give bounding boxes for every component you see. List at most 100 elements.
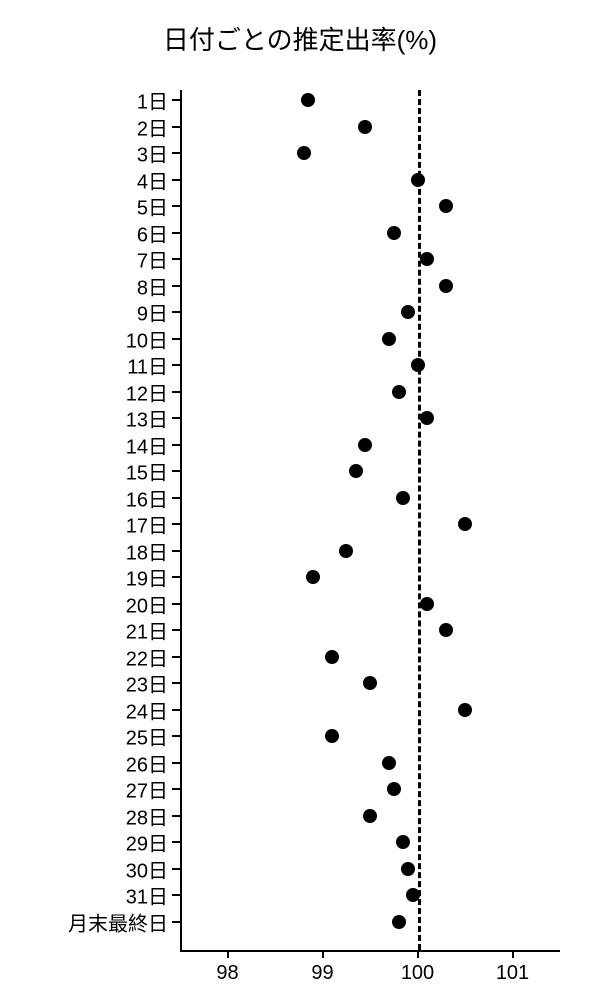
data-point	[325, 650, 339, 664]
data-point	[358, 438, 372, 452]
y-tick-label: 29日	[126, 828, 168, 857]
y-tick-label: 28日	[126, 801, 168, 830]
y-tick-mark	[172, 841, 180, 843]
data-point	[420, 597, 434, 611]
y-tick-label: 6日	[137, 218, 168, 247]
y-tick-label: 23日	[126, 669, 168, 698]
y-tick-label: 12日	[126, 377, 168, 406]
y-tick-mark	[172, 126, 180, 128]
y-tick-label: 21日	[126, 616, 168, 645]
data-point	[411, 173, 425, 187]
y-tick-mark	[172, 629, 180, 631]
y-tick-label: 22日	[126, 642, 168, 671]
y-tick-label: 18日	[126, 536, 168, 565]
data-point	[363, 676, 377, 690]
data-point	[325, 729, 339, 743]
y-tick-mark	[172, 656, 180, 658]
y-tick-mark	[172, 99, 180, 101]
y-tick-label: 30日	[126, 854, 168, 883]
y-tick-mark	[172, 788, 180, 790]
y-tick-mark	[172, 735, 180, 737]
y-tick-mark	[172, 921, 180, 923]
x-tick-mark	[227, 950, 229, 958]
data-point	[401, 305, 415, 319]
y-tick-mark	[172, 205, 180, 207]
data-point	[306, 570, 320, 584]
y-tick-label: 9日	[137, 298, 168, 327]
y-axis-line	[180, 90, 182, 950]
data-point	[458, 703, 472, 717]
data-point	[439, 279, 453, 293]
y-tick-mark	[172, 709, 180, 711]
data-point	[297, 146, 311, 160]
data-point	[382, 332, 396, 346]
y-tick-mark	[172, 232, 180, 234]
data-point	[411, 358, 425, 372]
y-tick-label: 16日	[126, 483, 168, 512]
y-tick-label: 8日	[137, 271, 168, 300]
x-tick-mark	[322, 950, 324, 958]
y-tick-mark	[172, 285, 180, 287]
y-tick-mark	[172, 258, 180, 260]
x-tick-mark	[512, 950, 514, 958]
data-point	[387, 782, 401, 796]
y-tick-label: 20日	[126, 589, 168, 618]
y-tick-label: 3日	[137, 139, 168, 168]
y-tick-label: 10日	[126, 324, 168, 353]
y-tick-mark	[172, 523, 180, 525]
data-point	[439, 199, 453, 213]
data-point	[406, 888, 420, 902]
y-tick-mark	[172, 152, 180, 154]
data-point	[387, 226, 401, 240]
y-tick-mark	[172, 603, 180, 605]
y-tick-mark	[172, 815, 180, 817]
y-tick-label: 11日	[127, 351, 168, 380]
data-point	[420, 252, 434, 266]
data-point	[392, 915, 406, 929]
y-tick-label: 5日	[137, 192, 168, 221]
x-tick-label: 100	[401, 962, 434, 985]
y-tick-label: 31日	[126, 881, 168, 910]
y-tick-mark	[172, 338, 180, 340]
y-tick-label: 17日	[126, 510, 168, 539]
y-tick-mark	[172, 364, 180, 366]
x-tick-mark	[417, 950, 419, 958]
y-tick-label: 19日	[126, 563, 168, 592]
x-axis-line	[180, 950, 560, 952]
x-tick-label: 98	[216, 962, 238, 985]
data-point	[301, 93, 315, 107]
y-tick-mark	[172, 444, 180, 446]
y-tick-mark	[172, 576, 180, 578]
y-tick-label: 25日	[126, 722, 168, 751]
data-point	[439, 623, 453, 637]
y-tick-mark	[172, 550, 180, 552]
data-point	[339, 544, 353, 558]
y-tick-label: 2日	[137, 112, 168, 141]
y-tick-mark	[172, 179, 180, 181]
y-tick-mark	[172, 762, 180, 764]
y-tick-mark	[172, 470, 180, 472]
data-point	[396, 835, 410, 849]
y-tick-label: 14日	[126, 430, 168, 459]
y-tick-mark	[172, 391, 180, 393]
y-tick-label: 15日	[126, 457, 168, 486]
y-tick-label: 4日	[137, 165, 168, 194]
y-tick-label: 24日	[126, 695, 168, 724]
x-tick-label: 101	[496, 962, 529, 985]
data-point	[358, 120, 372, 134]
data-point	[392, 385, 406, 399]
y-tick-label: 月末最終日	[68, 907, 168, 936]
y-tick-label: 27日	[126, 775, 168, 804]
y-tick-mark	[172, 311, 180, 313]
y-tick-mark	[172, 417, 180, 419]
y-tick-label: 13日	[126, 404, 168, 433]
y-tick-mark	[172, 868, 180, 870]
chart-container: 日付ごとの推定出率(%) 1日2日3日4日5日6日7日8日9日10日11日12日…	[0, 0, 600, 1000]
data-point	[382, 756, 396, 770]
data-point	[458, 517, 472, 531]
data-point	[396, 491, 410, 505]
data-point	[420, 411, 434, 425]
x-tick-label: 99	[311, 962, 333, 985]
y-tick-label: 7日	[137, 245, 168, 274]
y-tick-mark	[172, 497, 180, 499]
